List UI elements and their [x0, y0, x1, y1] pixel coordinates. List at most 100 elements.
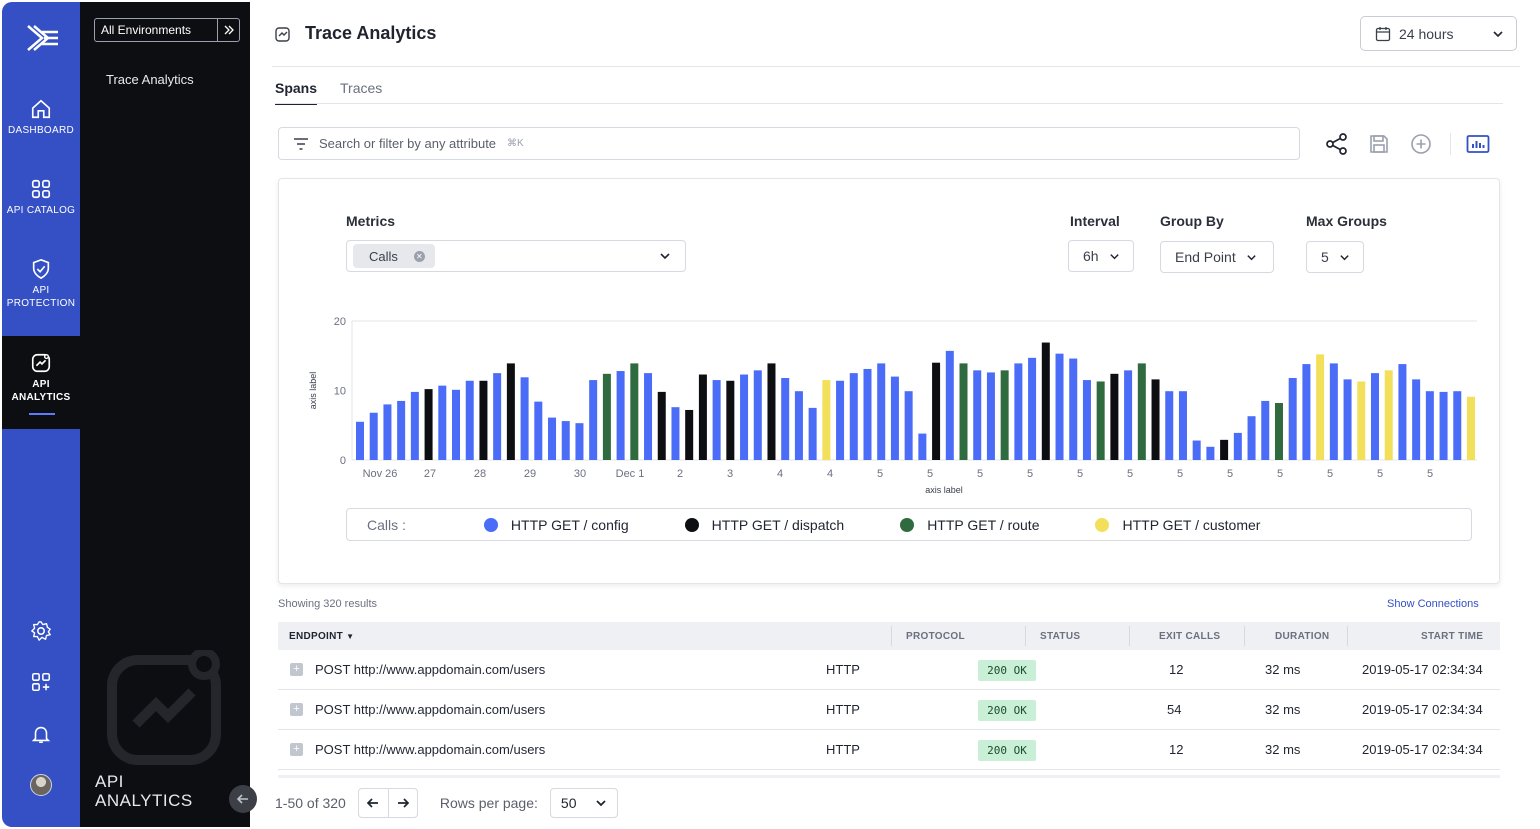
tabs-divider — [275, 103, 1503, 104]
chart-bar — [438, 385, 447, 460]
filter-icon — [294, 137, 308, 150]
add-button[interactable] — [1408, 131, 1434, 157]
chart-bar — [1028, 357, 1037, 460]
chart-bar — [1110, 373, 1119, 460]
tab-spans[interactable]: Spans — [275, 80, 318, 105]
row-endpoint: POST http://www.appdomain.com/users — [315, 702, 546, 717]
arrow-right-icon — [397, 798, 410, 808]
time-range-select[interactable]: 24 hours — [1360, 16, 1517, 51]
metrics-select[interactable]: Calls ✕ — [346, 240, 686, 272]
tab-traces[interactable]: Traces — [340, 80, 383, 96]
add-widget-button[interactable] — [2, 671, 80, 698]
column-status[interactable]: STATUS — [1040, 631, 1081, 642]
x-tick-label: Dec 1 — [616, 468, 645, 480]
row-duration: 32 ms — [1265, 662, 1301, 677]
groupby-select[interactable]: End Point — [1160, 241, 1274, 273]
chart-bar — [890, 376, 899, 460]
chart-bar — [1329, 363, 1338, 460]
interval-select[interactable]: 6h — [1068, 240, 1134, 272]
chart-bar — [1302, 364, 1311, 460]
remove-chip-icon[interactable]: ✕ — [413, 250, 425, 262]
row-protocol: HTTP — [826, 662, 860, 677]
prev-page-button[interactable] — [359, 789, 388, 817]
x-tick-label: 5 — [927, 468, 933, 480]
chart-bar — [602, 373, 611, 460]
chart-bar — [1000, 370, 1009, 460]
chart-bar — [1124, 370, 1133, 460]
chart-legend: Calls : HTTP GET / config HTTP GET / disp… — [346, 508, 1472, 541]
chart-bar — [1370, 373, 1379, 460]
table-row[interactable]: + POST http://www.appdomain.com/users HT… — [278, 650, 1500, 690]
y-tick-label: 10 — [334, 386, 346, 398]
environment-selector[interactable]: All Environments — [94, 18, 240, 42]
chart-bar — [753, 370, 762, 460]
chart-bar — [630, 363, 639, 460]
metric-chip: Calls ✕ — [353, 244, 435, 268]
legend-label: HTTP GET / config — [510, 516, 629, 533]
chart-bar — [973, 370, 982, 460]
icon-rail: DASHBOARD API CATALOG API PROTECTION API… — [2, 2, 80, 827]
expand-row-icon[interactable]: + — [290, 703, 303, 716]
x-tick-label: 5 — [1427, 468, 1433, 480]
chart-bar — [479, 380, 488, 460]
rail-item-dashboard[interactable]: DASHBOARD — [2, 98, 80, 178]
next-page-button[interactable] — [387, 789, 417, 817]
status-badge: 200 OK — [978, 700, 1036, 721]
maxgroups-select[interactable]: 5 — [1306, 241, 1364, 273]
chart-bar — [1467, 396, 1475, 460]
expand-row-icon[interactable]: + — [290, 743, 303, 756]
chevron-down-icon — [660, 253, 670, 260]
x-tick-label: 27 — [424, 468, 436, 480]
chart-bar — [1343, 379, 1352, 460]
chart-bar — [616, 371, 625, 460]
chart-bar — [1014, 363, 1023, 460]
column-divider — [1244, 626, 1245, 646]
save-button[interactable] — [1366, 131, 1392, 157]
trace-analytics-icon — [275, 27, 290, 42]
legend-title: Calls : — [367, 516, 406, 533]
search-input[interactable]: Search or filter by any attribute ⌘K — [278, 127, 1300, 160]
chart-bar — [904, 391, 913, 460]
expand-row-icon[interactable]: + — [290, 663, 303, 676]
app-logo-icon[interactable] — [24, 20, 60, 56]
status-badge: 200 OK — [978, 740, 1036, 761]
rows-per-page-select[interactable]: 50 — [549, 788, 618, 818]
chart-view-button[interactable] — [1465, 131, 1491, 157]
x-tick-label: 4 — [827, 468, 833, 480]
table-row[interactable]: + POST http://www.appdomain.com/users HT… — [278, 690, 1500, 730]
groupby-value: End Point — [1175, 249, 1236, 265]
rail-item-api-catalog[interactable]: API CATALOG — [2, 178, 80, 258]
user-avatar[interactable] — [30, 774, 52, 796]
legend-item[interactable]: HTTP GET / route — [900, 517, 1039, 533]
column-protocol[interactable]: PROTOCOL — [906, 631, 965, 642]
show-connections-link[interactable]: Show Connections — [1387, 598, 1479, 610]
chart-view-icon — [1466, 135, 1490, 153]
chart-bar — [1096, 381, 1105, 460]
pagination-range: 1-50 of 320 — [275, 795, 346, 811]
nav-link-trace-analytics[interactable]: Trace Analytics — [106, 72, 194, 87]
x-axis-label: axis label — [925, 485, 963, 495]
rail-item-api-analytics[interactable]: API ANALYTICS — [2, 336, 80, 429]
settings-button[interactable] — [2, 620, 80, 647]
notifications-button[interactable] — [2, 723, 80, 750]
arrow-left-icon — [367, 798, 379, 808]
legend-item[interactable]: HTTP GET / config — [483, 516, 629, 533]
collapse-sidebar-button[interactable] — [229, 785, 257, 813]
rail-item-api-protection[interactable]: API PROTECTION — [2, 258, 80, 338]
x-tick-label: 3 — [727, 468, 733, 480]
table-row[interactable]: + POST http://www.appdomain.com/users HT… — [278, 730, 1500, 770]
legend-item[interactable]: HTTP GET / customer — [1095, 517, 1260, 533]
groupby-label: Group By — [1160, 213, 1224, 229]
column-start-time[interactable]: START TIME — [1421, 631, 1484, 642]
x-tick-label: 5 — [1177, 468, 1183, 480]
column-duration[interactable]: DURATION — [1275, 631, 1330, 642]
chart-bar — [849, 373, 858, 460]
chart-bar — [685, 409, 694, 460]
legend-item[interactable]: HTTP GET / dispatch — [684, 517, 844, 533]
share-button[interactable] — [1324, 131, 1350, 157]
column-exit-calls[interactable]: EXIT CALLS — [1159, 631, 1221, 642]
column-endpoint[interactable]: ENDPOINT ▼ — [289, 631, 354, 642]
settings-icon — [31, 621, 51, 641]
chevron-down-icon — [596, 800, 606, 807]
row-protocol: HTTP — [826, 742, 860, 757]
